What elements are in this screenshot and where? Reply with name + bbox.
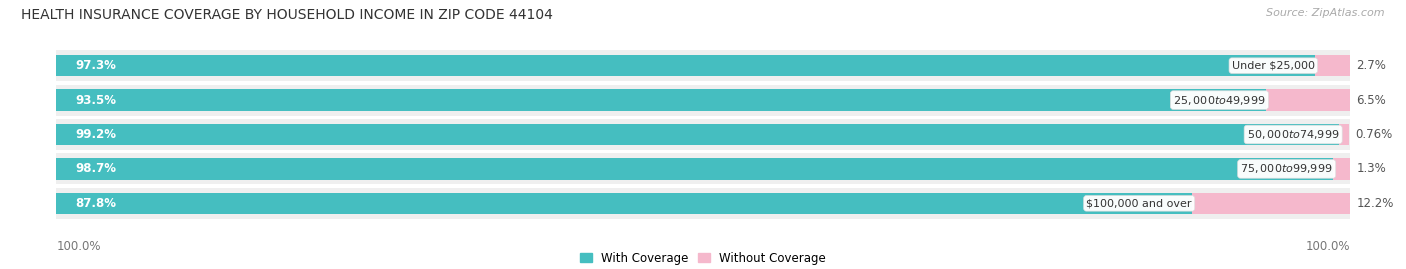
Legend: With Coverage, Without Coverage: With Coverage, Without Coverage xyxy=(575,247,831,269)
Bar xyxy=(56,84,1350,116)
Bar xyxy=(1192,193,1350,214)
Bar xyxy=(56,119,1350,150)
Text: 93.5%: 93.5% xyxy=(76,94,117,107)
Text: Under $25,000: Under $25,000 xyxy=(1232,61,1315,71)
Text: $75,000 to $99,999: $75,000 to $99,999 xyxy=(1240,162,1333,175)
Text: 2.7%: 2.7% xyxy=(1357,59,1386,72)
Bar xyxy=(1315,55,1350,76)
Text: 100.0%: 100.0% xyxy=(56,240,101,253)
Text: Source: ZipAtlas.com: Source: ZipAtlas.com xyxy=(1267,8,1385,18)
Text: $100,000 and over: $100,000 and over xyxy=(1087,198,1192,208)
Text: 6.5%: 6.5% xyxy=(1357,94,1386,107)
Text: 0.76%: 0.76% xyxy=(1355,128,1393,141)
Bar xyxy=(56,188,1350,219)
Text: 1.3%: 1.3% xyxy=(1357,162,1386,175)
Text: 99.2%: 99.2% xyxy=(76,128,117,141)
Text: $25,000 to $49,999: $25,000 to $49,999 xyxy=(1173,94,1265,107)
Bar xyxy=(56,193,1192,214)
Bar xyxy=(56,55,1315,76)
Text: $50,000 to $74,999: $50,000 to $74,999 xyxy=(1247,128,1340,141)
Text: 12.2%: 12.2% xyxy=(1357,197,1393,210)
Bar xyxy=(1265,89,1350,111)
Text: 100.0%: 100.0% xyxy=(1305,240,1350,253)
Bar xyxy=(56,153,1350,185)
Bar xyxy=(56,89,1265,111)
Bar xyxy=(1340,124,1350,145)
Text: HEALTH INSURANCE COVERAGE BY HOUSEHOLD INCOME IN ZIP CODE 44104: HEALTH INSURANCE COVERAGE BY HOUSEHOLD I… xyxy=(21,8,553,22)
Bar xyxy=(56,158,1333,180)
Bar xyxy=(56,50,1350,81)
Text: 98.7%: 98.7% xyxy=(76,162,117,175)
Bar xyxy=(1333,158,1350,180)
Text: 97.3%: 97.3% xyxy=(76,59,117,72)
Text: 87.8%: 87.8% xyxy=(76,197,117,210)
Bar xyxy=(56,124,1340,145)
